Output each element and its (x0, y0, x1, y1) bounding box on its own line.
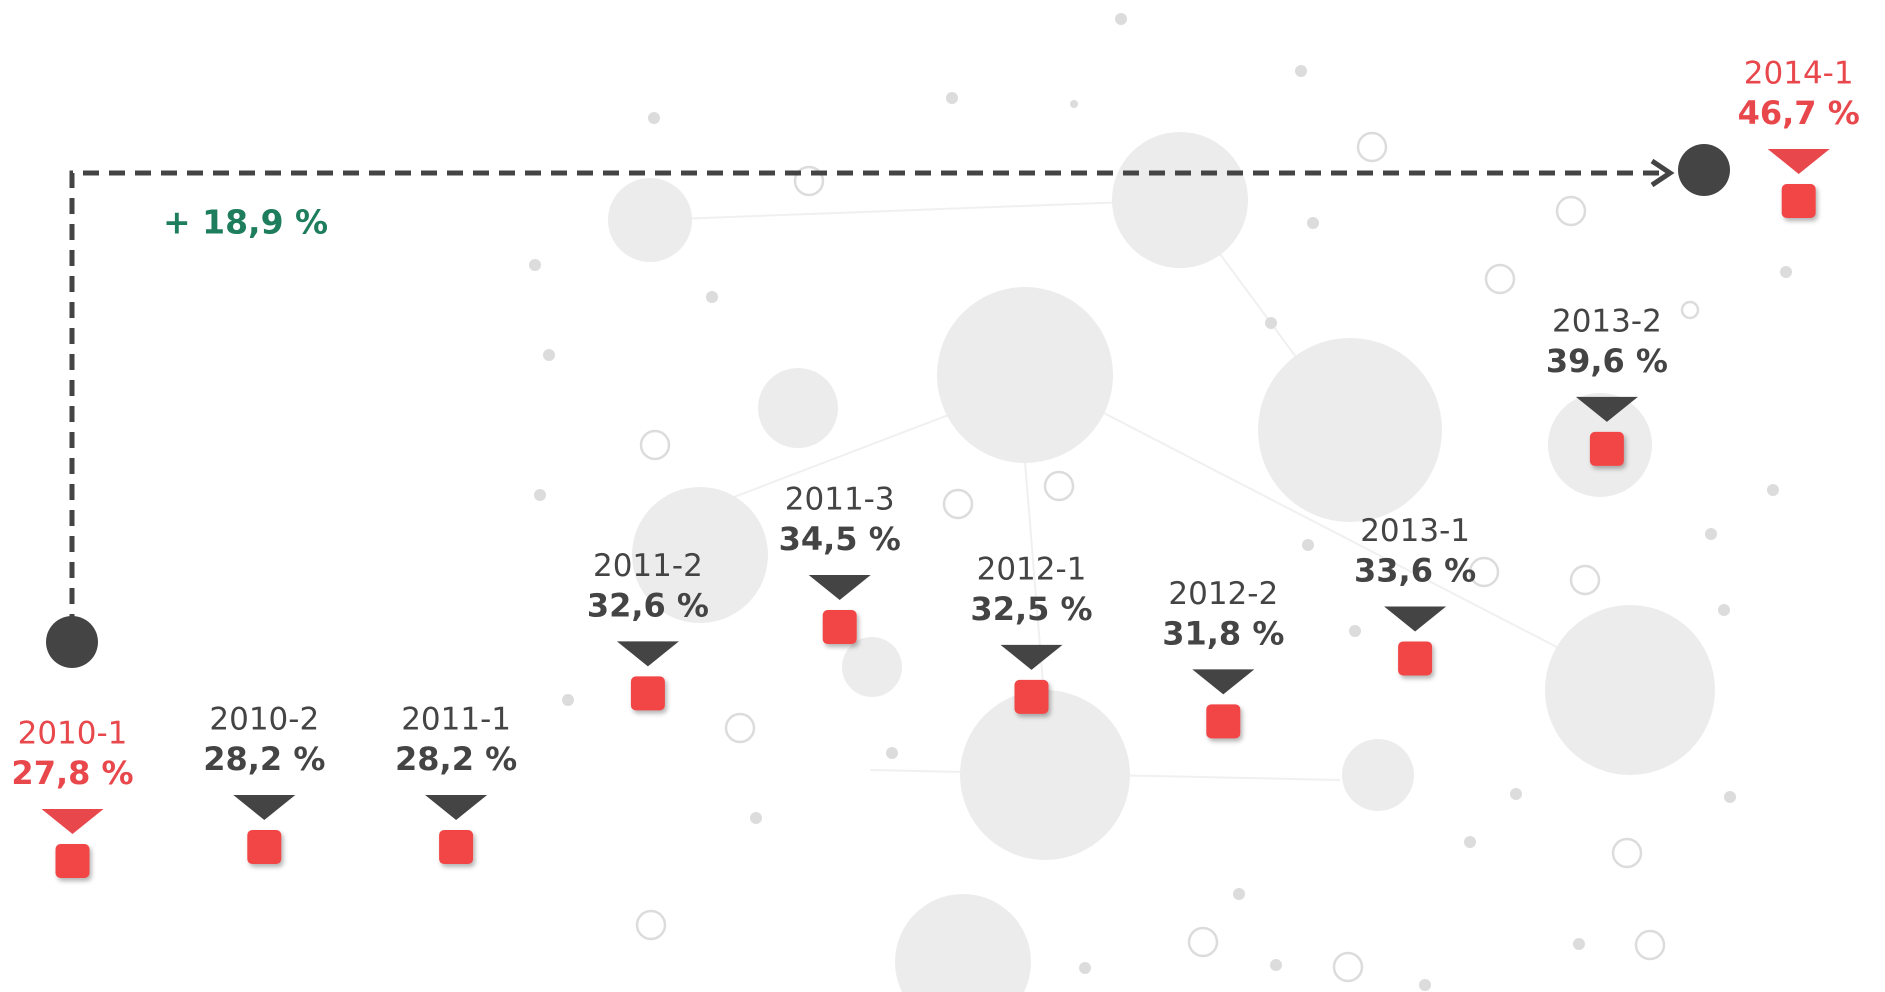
value-label: 33,6 % (1354, 551, 1476, 589)
value-label: 32,5 % (970, 590, 1092, 628)
category-label: 2010-1 (18, 716, 128, 752)
marker (1782, 184, 1816, 218)
pointer (617, 641, 679, 666)
value-label: 28,2 % (395, 740, 517, 778)
pointer (42, 809, 104, 834)
marker (631, 676, 665, 710)
pointer (809, 575, 871, 600)
value-label: 27,8 % (11, 754, 133, 792)
category-label: 2011-2 (593, 548, 703, 584)
value-label: 31,8 % (1162, 614, 1284, 652)
marker (247, 830, 281, 864)
marker (1590, 432, 1624, 466)
annotation: + 18,9 % (163, 203, 328, 242)
value-label: 39,6 % (1546, 342, 1668, 380)
marker (1206, 704, 1240, 738)
pointer (233, 795, 295, 820)
category-label: 2011-3 (785, 482, 895, 518)
category-label: 2011-1 (401, 702, 511, 738)
category-label: 2014-1 (1744, 56, 1854, 92)
background-decoration (529, 13, 1792, 992)
category-label: 2012-2 (1168, 576, 1278, 612)
pointer (1768, 149, 1830, 174)
category-label: 2012-1 (977, 551, 1087, 587)
marker (56, 844, 90, 878)
value-label: 28,2 % (203, 740, 325, 778)
value-label: 34,5 % (779, 520, 901, 558)
category-label: 2010-2 (209, 702, 319, 738)
pointer (1001, 645, 1063, 670)
value-label: 32,6 % (587, 586, 709, 624)
pointer (425, 795, 487, 820)
marker (823, 610, 857, 644)
value-label: 46,7 % (1738, 94, 1860, 132)
chart: + 18,9 % 2010-127,8 %2010-228,2 %2011-12… (0, 0, 1885, 992)
marker (439, 830, 473, 864)
pointer (1384, 606, 1446, 631)
marker (1398, 641, 1432, 675)
category-label: 2013-1 (1360, 513, 1470, 549)
pointer (1192, 669, 1254, 694)
marker (1015, 680, 1049, 714)
category-label: 2013-2 (1552, 303, 1662, 339)
